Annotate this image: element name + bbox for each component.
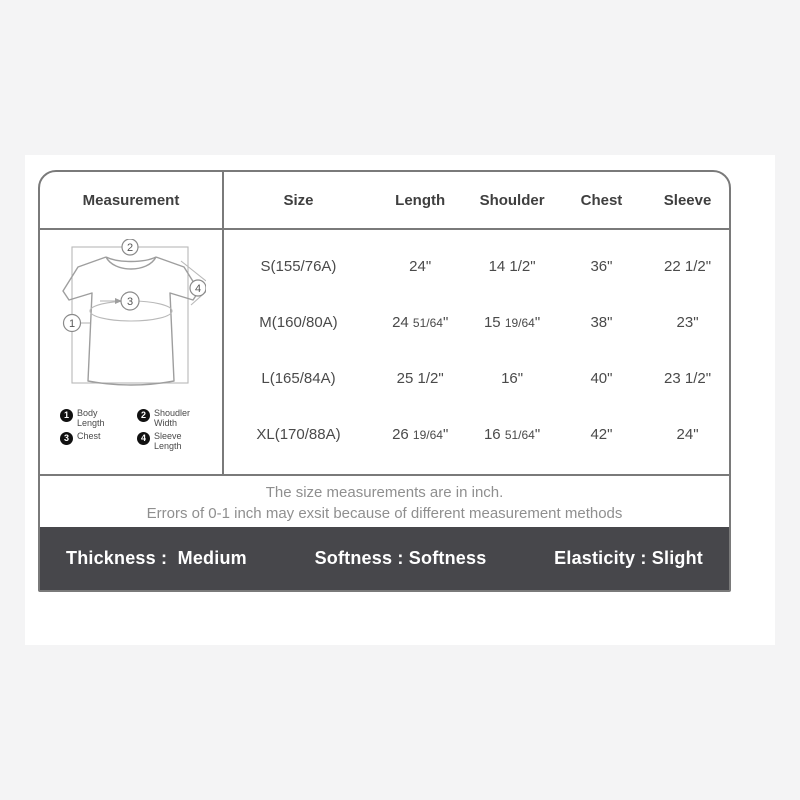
shoulder-cell: 15 19/64" (483, 313, 541, 331)
sleeve-cell: 22 1/2" (664, 257, 712, 275)
softness-value: Softness : Softness (314, 548, 487, 568)
thickness-value: Thickness : Medium (66, 548, 247, 568)
size-table: Size Length Shoulder Chest Sleeve S(155/… (224, 172, 729, 474)
chest-cell: 42" (590, 425, 613, 443)
badge-4: 4 (137, 431, 150, 445)
table-row: M(160/80A) 24 51/64" 15 19/64" 38" 23" (224, 294, 729, 350)
chest-marker: 3 (120, 291, 140, 311)
fabric-properties-bar: Thickness : Medium Softness : Softness E… (40, 527, 729, 590)
badge-2: 2 (137, 409, 150, 422)
table-header-row: Size Length Shoulder Chest Sleeve (224, 172, 729, 230)
body-length-marker: 1 (62, 313, 82, 333)
badge-1: 1 (60, 409, 73, 422)
sleeve-cell: 24" (676, 425, 699, 443)
measurement-column: Measurement (40, 172, 224, 474)
sleeve-length-marker: 4 (189, 279, 206, 297)
shoulder-cell: 16" (501, 369, 524, 387)
note-line-1: The size measurements are in inch. (265, 484, 504, 501)
elasticity-value: Elasticity : Slight (554, 548, 703, 568)
length-cell: 26 19/64" (392, 425, 449, 443)
badge-3: 3 (60, 431, 73, 445)
svg-text:4: 4 (195, 283, 201, 295)
sleeve-cell: 23 1/2" (664, 369, 712, 387)
dimension-lines (71, 246, 206, 384)
chest-cell: 38" (590, 313, 613, 331)
measurement-header: Measurement (40, 172, 222, 230)
column-header-size: Size (283, 191, 314, 209)
column-header-sleeve: Sleeve (663, 191, 712, 209)
chest-cell: 40" (590, 369, 613, 387)
size-chart-card: Measurement (25, 155, 775, 645)
size-chart-container: Measurement (38, 170, 731, 592)
table-upper-section: Measurement (40, 172, 729, 474)
chest-cell: 36" (590, 257, 613, 275)
svg-text:2: 2 (127, 242, 133, 254)
table-row: L(165/84A) 25 1/2" 16" 40" 23 1/2" (224, 350, 729, 406)
table-row: S(155/76A) 24" 14 1/2" 36" 22 1/2" (224, 238, 729, 294)
length-cell: 25 1/2" (396, 369, 444, 387)
note-line-2: Errors of 0-1 inch may exsit because of … (146, 505, 623, 522)
size-table-body: S(155/76A) 24" 14 1/2" 36" 22 1/2" M(160/80A)… (224, 230, 729, 462)
size-cell: S(155/76A) (260, 257, 337, 275)
shoulder-width-marker: 2 (121, 239, 139, 256)
length-cell: 24 51/64" (392, 313, 449, 331)
legend-item-chest: 3 Chest (60, 431, 125, 452)
column-header-length: Length (395, 191, 446, 209)
size-cell: M(160/80A) (259, 313, 338, 331)
shoulder-cell: 16 51/64" (483, 425, 541, 443)
column-header-shoulder: Shoulder (479, 191, 545, 209)
shoulder-cell: 14 1/2" (488, 257, 536, 275)
legend-item-shoulder-width: 2 Shoudler Width (137, 408, 202, 429)
column-header-chest: Chest (580, 191, 623, 209)
size-cell: L(165/84A) (261, 369, 336, 387)
table-row: XL(170/88A) 26 19/64" 16 51/64" 42" 24" (224, 406, 729, 462)
size-cell: XL(170/88A) (256, 425, 341, 443)
svg-text:3: 3 (127, 296, 133, 308)
measurement-note: The size measurements are in inch. Error… (40, 474, 729, 527)
tshirt-diagram: 1 2 3 4 (62, 239, 206, 386)
diagram-legend: 1 Body Length 2 Shoudler Width 3 Chest (60, 408, 202, 451)
svg-text:1: 1 (69, 318, 75, 330)
length-cell: 24" (409, 257, 432, 275)
legend-item-sleeve-length: 4 Sleeve Length (137, 431, 202, 452)
tshirt-outline (62, 256, 200, 386)
sleeve-cell: 23" (676, 313, 699, 331)
tshirt-diagram-area: 1 2 3 4 (40, 230, 222, 474)
legend-item-body-length: 1 Body Length (60, 408, 125, 429)
